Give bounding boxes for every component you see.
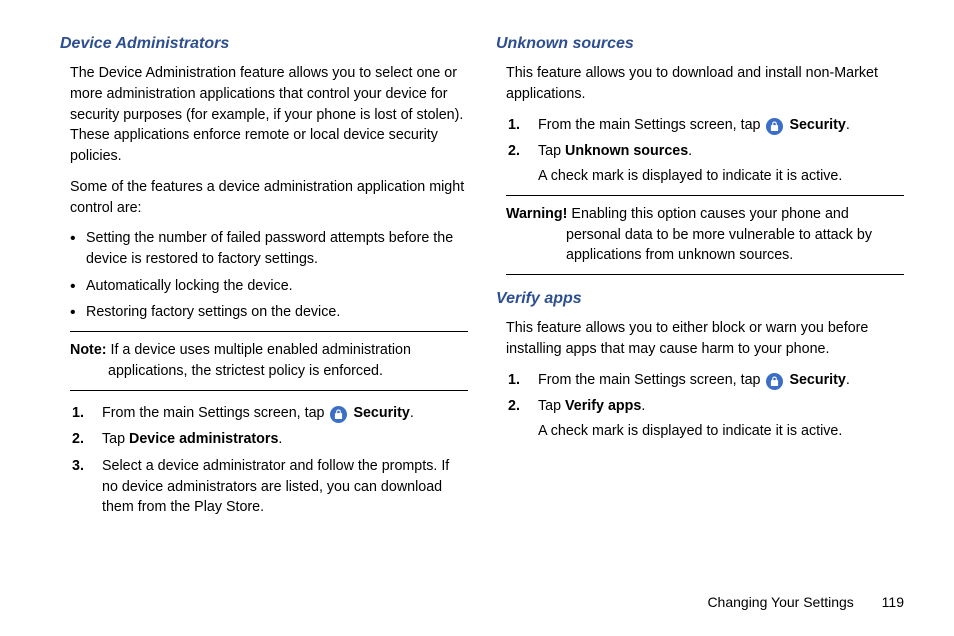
step-item: Tap Device administrators. (72, 429, 468, 450)
list-item: Restoring factory settings on the device… (70, 302, 468, 323)
paragraph: The Device Administration feature allows… (70, 63, 468, 167)
list-item: Setting the number of failed password at… (70, 228, 468, 269)
heading-device-administrators: Device Administrators (60, 32, 468, 55)
step-bold: Verify apps (565, 398, 641, 414)
paragraph: This feature allows you to download and … (506, 63, 904, 104)
step-text-pre: From the main Settings screen, tap (102, 405, 328, 421)
step-item: Tap Verify apps. A check mark is display… (508, 396, 904, 441)
bullet-list: Setting the number of failed password at… (70, 228, 468, 323)
step-text-post: . (410, 405, 414, 421)
section-body: This feature allows you to download and … (504, 63, 904, 275)
note-content: If a device uses multiple enabled admini… (108, 342, 411, 379)
step-sub-text: A check mark is displayed to indicate it… (538, 166, 904, 187)
device-administrators-section: Device Administrators The Device Adminis… (68, 32, 468, 518)
footer-chapter: Changing Your Settings (707, 594, 853, 610)
step-item: From the main Settings screen, tap Secur… (508, 370, 904, 391)
warning-label: Warning! (506, 206, 567, 222)
footer-page-number: 119 (882, 594, 904, 610)
step-text-pre: From the main Settings screen, tap (538, 117, 764, 133)
step-bold: Device administrators (129, 431, 278, 447)
step-item: Select a device administrator and follow… (72, 456, 468, 518)
lock-icon (766, 118, 783, 135)
step-item: From the main Settings screen, tap Secur… (508, 115, 904, 136)
step-text-post: . (688, 143, 692, 159)
note-label: Note: (70, 342, 107, 358)
ordered-steps: From the main Settings screen, tap Secur… (506, 370, 904, 442)
paragraph: This feature allows you to either block … (506, 318, 904, 359)
ordered-steps: From the main Settings screen, tap Secur… (506, 115, 904, 187)
step-text-pre: Tap (102, 431, 129, 447)
step-sub-text: A check mark is displayed to indicate it… (538, 421, 904, 442)
warning-content: Enabling this option causes your phone a… (566, 206, 872, 263)
step-item: From the main Settings screen, tap Secur… (72, 403, 468, 424)
verify-apps-section: Verify apps This feature allows you to e… (504, 287, 904, 442)
list-item: Automatically locking the device. (70, 276, 468, 297)
heading-unknown-sources: Unknown sources (496, 32, 904, 55)
warning-block: Warning! Enabling this option causes you… (506, 195, 904, 275)
unknown-sources-section: Unknown sources This feature allows you … (504, 32, 904, 275)
step-text-pre: Tap (538, 143, 565, 159)
lock-icon (766, 373, 783, 390)
step-item: Tap Unknown sources. A check mark is dis… (508, 141, 904, 186)
security-word: Security (349, 405, 409, 421)
step-text-post: . (846, 372, 850, 388)
note-text: Note: If a device uses multiple enabled … (70, 340, 468, 381)
left-column: Device Administrators The Device Adminis… (68, 32, 468, 530)
page-footer: Changing Your Settings 119 (707, 592, 904, 612)
note-block: Note: If a device uses multiple enabled … (70, 331, 468, 390)
step-text-post: . (846, 117, 850, 133)
right-column: Unknown sources This feature allows you … (504, 32, 904, 530)
section-body: This feature allows you to either block … (504, 318, 904, 442)
section-body: The Device Administration feature allows… (68, 63, 468, 518)
two-column-layout: Device Administrators The Device Adminis… (68, 32, 904, 530)
warning-text: Warning! Enabling this option causes you… (506, 204, 904, 266)
ordered-steps: From the main Settings screen, tap Secur… (70, 403, 468, 519)
lock-icon (330, 406, 347, 423)
paragraph: Some of the features a device administra… (70, 177, 468, 218)
security-word: Security (785, 117, 845, 133)
step-text-post: . (641, 398, 645, 414)
step-text-pre: Tap (538, 398, 565, 414)
step-text-post: . (278, 431, 282, 447)
heading-verify-apps: Verify apps (496, 287, 904, 310)
step-bold: Unknown sources (565, 143, 688, 159)
security-word: Security (785, 372, 845, 388)
step-text-pre: From the main Settings screen, tap (538, 372, 764, 388)
